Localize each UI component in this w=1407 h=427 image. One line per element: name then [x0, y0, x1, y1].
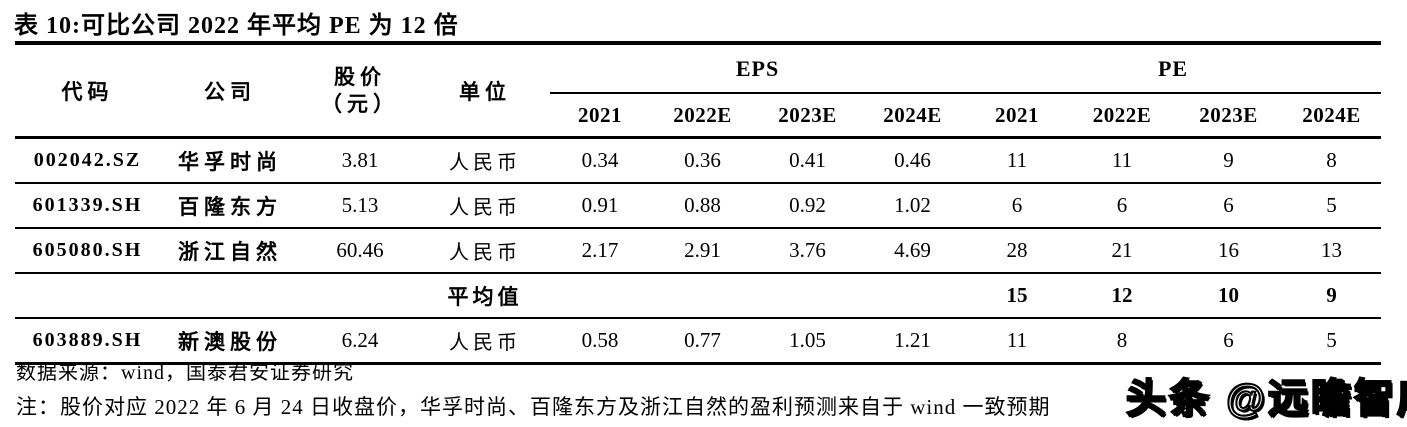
table-row: 601339.SH 百隆东方 5.13 人民币 0.91 0.88 0.92 1.02 6 6 6 5 — [15, 183, 1382, 228]
pe-cell: 6 — [1011, 193, 1023, 217]
eps-cell: 4.69 — [894, 238, 931, 262]
watermark-text: 头条 @远瞻智库 — [1125, 376, 1407, 422]
eps-cell: 0.77 — [684, 328, 721, 352]
pe-cell: 6 — [1116, 193, 1128, 217]
unit-cell: 人民币 — [449, 152, 521, 174]
eps-cell: 0.46 — [894, 148, 931, 172]
pe-cell: 6 — [1223, 193, 1234, 217]
unit-cell: 人民币 — [449, 242, 521, 264]
eps-cell: 0.88 — [684, 193, 721, 217]
company-cell: 浙江自然 — [178, 239, 282, 264]
header-year-row: 2021 2022E 2023E 2024E 2021 2022E 2023E … — [15, 93, 1382, 139]
company-cell: 新澳股份 — [178, 329, 282, 354]
pe-cell: 8 — [1326, 148, 1337, 172]
eps-cell: 0.92 — [789, 193, 826, 217]
eps-cell: 0.36 — [684, 148, 721, 172]
code-cell: 605080.SH — [32, 239, 143, 261]
unit-cell: 人民币 — [449, 197, 521, 219]
col-header-company: 公司 — [160, 43, 300, 139]
eps-cell: 0.58 — [581, 328, 619, 352]
eps-cell — [550, 273, 650, 318]
eps-year-2024e: 2024E — [860, 93, 966, 139]
pe-cell: 11 — [1006, 148, 1028, 172]
pe-cell: 16 — [1218, 238, 1240, 262]
eps-cell: 1.21 — [894, 328, 931, 352]
average-label: 平均值 — [447, 284, 523, 309]
pe-cell: 5 — [1326, 328, 1337, 352]
company-cell — [160, 273, 300, 318]
pe-cell: 11 — [1006, 328, 1028, 352]
pe-cell: 6 — [1223, 328, 1234, 352]
eps-cell: 2.17 — [581, 238, 619, 262]
table-title: 表 10:可比公司 2022 年平均 PE 为 12 倍 — [14, 13, 459, 39]
col-header-code: 代码 — [15, 43, 160, 139]
code-cell — [15, 273, 160, 318]
code-cell: 601339.SH — [32, 194, 143, 216]
col-header-price: 股价 （元） — [300, 43, 420, 139]
eps-cell — [650, 273, 755, 318]
pe-cell: 5 — [1326, 193, 1337, 217]
table-row: 002042.SZ 华孚时尚 3.81 人民币 0.34 0.36 0.41 0.46 11 11… — [15, 138, 1382, 183]
footnote-text: 注：股价对应 2022 年 6 月 24 日收盘价，华孚时尚、百隆东方及浙江自然… — [16, 395, 1051, 419]
code-cell: 002042.SZ — [33, 149, 142, 171]
price-cell: 3.81 — [341, 148, 379, 172]
pe-cell: 11 — [1111, 148, 1133, 172]
average-row: 平均值 15 12 10 9 — [15, 273, 1382, 318]
col-header-price-line1: 股价 — [334, 65, 386, 90]
price-cell: 6.24 — [341, 328, 379, 352]
table-header: 代码 公司 股价 （元） 单位 EPS PE 2021 2022E 2023E … — [15, 43, 1382, 139]
eps-cell: 1.05 — [789, 328, 826, 352]
unit-cell: 人民币 — [449, 332, 521, 354]
pe-cell: 21 — [1111, 238, 1133, 262]
data-source-text: 数据来源：wind，国泰君安证券研究 — [16, 362, 354, 384]
pe-year-2022e: 2022E — [1069, 93, 1176, 139]
pe-year-2024e: 2024E — [1282, 93, 1382, 139]
eps-cell: 0.91 — [581, 193, 619, 217]
pe-cell: 9 — [1223, 148, 1234, 172]
pe-cell: 15 — [1006, 283, 1028, 307]
eps-year-2023e: 2023E — [755, 93, 860, 139]
pe-year-2023e: 2023E — [1175, 93, 1283, 139]
comparable-companies-table: 代码 公司 股价 （元） 单位 EPS PE 2021 2022E 2023E … — [15, 41, 1382, 365]
pe-year-2021: 2021 — [965, 93, 1070, 139]
pe-cell: 10 — [1218, 283, 1240, 307]
eps-cell: 0.41 — [789, 148, 826, 172]
pe-cell: 9 — [1326, 283, 1337, 307]
group-header-pe: PE — [965, 43, 1382, 94]
price-cell — [300, 273, 420, 318]
eps-cell: 3.76 — [789, 238, 826, 262]
code-cell: 603889.SH — [32, 329, 143, 351]
table-body: 002042.SZ 华孚时尚 3.81 人民币 0.34 0.36 0.41 0.46 11 11… — [15, 138, 1382, 364]
eps-cell — [860, 273, 965, 318]
pe-cell: 12 — [1111, 283, 1133, 307]
table-row: 605080.SH 浙江自然 60.46 人民币 2.17 2.91 3.76 4.69 28 2… — [15, 228, 1382, 273]
eps-year-2021: 2021 — [550, 93, 650, 139]
pe-cell: 13 — [1321, 238, 1343, 262]
table-row: 603889.SH 新澳股份 6.24 人民币 0.58 0.77 1.05 1.21 11 8 6… — [15, 318, 1381, 364]
eps-cell: 1.02 — [894, 193, 931, 217]
company-cell: 华孚时尚 — [178, 149, 282, 174]
eps-cell: 2.91 — [684, 238, 721, 262]
pe-cell: 28 — [1006, 238, 1028, 262]
company-cell: 百隆东方 — [178, 194, 282, 219]
price-cell: 5.13 — [341, 193, 379, 217]
eps-cell — [755, 273, 860, 318]
header-group-row: 代码 公司 股价 （元） 单位 EPS PE — [15, 43, 1382, 139]
pe-cell: 8 — [1116, 328, 1128, 352]
eps-year-2022e: 2022E — [650, 93, 755, 139]
col-header-unit: 单位 — [420, 43, 550, 139]
eps-cell: 0.34 — [581, 148, 619, 172]
price-cell: 60.46 — [336, 238, 384, 262]
col-header-price-line2: （元） — [321, 91, 399, 116]
group-header-eps: EPS — [550, 43, 966, 94]
